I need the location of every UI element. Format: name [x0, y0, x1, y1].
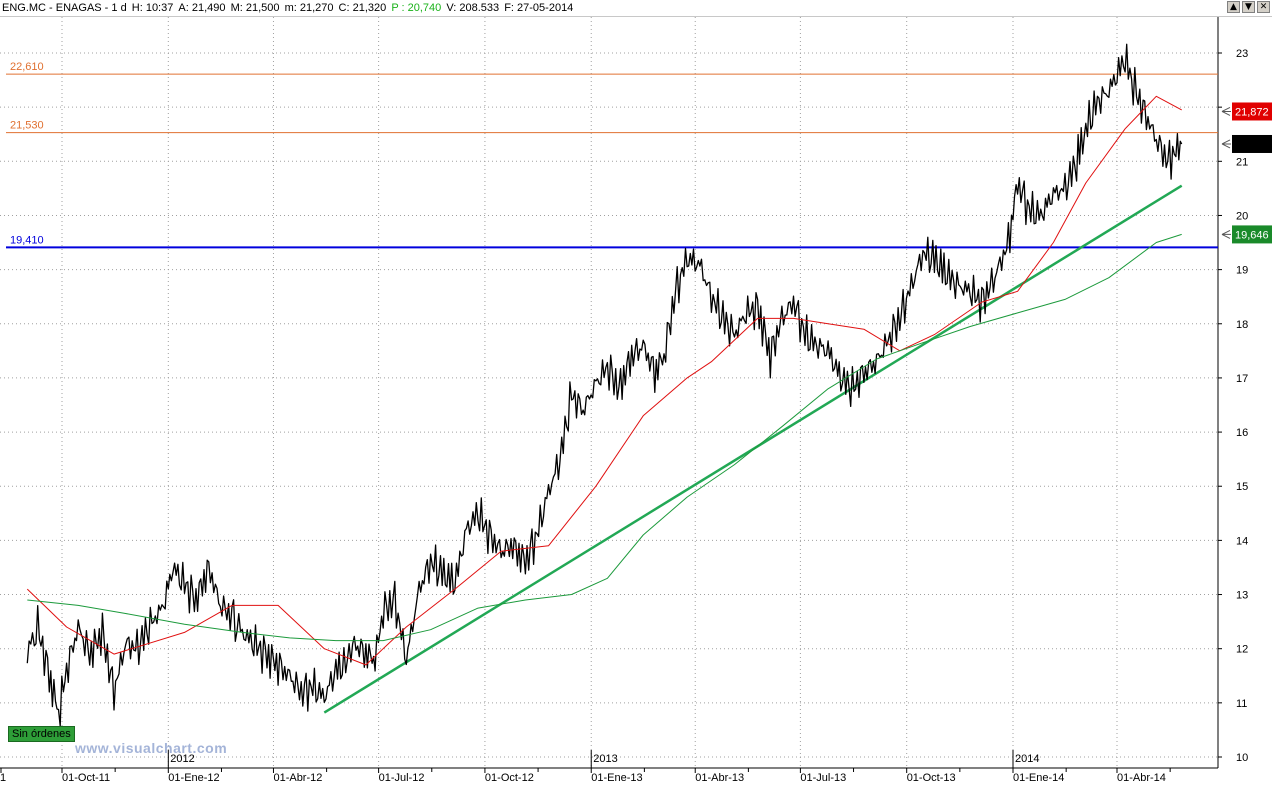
year-label: 2012: [170, 753, 194, 765]
header-max: M: 21,500: [230, 2, 280, 14]
level-label: 19,410: [10, 234, 44, 246]
x-tick-label: 01-Oct-13: [907, 772, 956, 784]
y-tick-label: 17: [1236, 373, 1248, 385]
value-badge: [1232, 134, 1272, 153]
close-button[interactable]: ✕: [1257, 1, 1270, 13]
level-label: 21,530: [10, 120, 44, 132]
x-tick-label: 01-Ene-13: [591, 772, 642, 784]
value-badge-arrow: [1221, 139, 1231, 149]
year-label: 2013: [593, 753, 617, 765]
y-tick-label: 18: [1236, 319, 1248, 331]
year-label: 2014: [1015, 753, 1039, 765]
x-tick-label: 01-Abr-12: [273, 772, 322, 784]
value-badge-arrow: [1221, 229, 1231, 239]
x-tick-label: 01-Abr-13: [695, 772, 744, 784]
scroll-up-button[interactable]: ▲: [1227, 1, 1240, 13]
header-prev: P : 20,740: [391, 2, 442, 14]
y-tick-label: 20: [1236, 210, 1248, 222]
header-date: F: 27-05-2014: [504, 2, 574, 14]
header-hour: H: 10:37: [131, 2, 174, 14]
x-tick-label: 01-Oct-12: [485, 772, 534, 784]
moving-average-short: [26, 95, 1182, 666]
y-tick-label: 23: [1236, 48, 1248, 60]
value-badge: [1232, 102, 1272, 121]
value-badge-label: 19,646: [1235, 229, 1269, 241]
value-badge-label: 21,872: [1235, 106, 1269, 118]
header-min: m: 21,270: [284, 2, 334, 14]
header-symbol: ENG.MC - ENAGAS - 1 d: [2, 2, 127, 14]
window-controls: ▲ ▼ ✕: [1227, 1, 1270, 13]
orders-status-badge[interactable]: Sin órdenes: [8, 726, 75, 742]
watermark-text: www.visualchart.com: [75, 740, 228, 756]
y-tick-label: 16: [1236, 427, 1248, 439]
y-tick-label: 19: [1236, 265, 1248, 277]
x-tick-label: 01-Abr-14: [1117, 772, 1166, 784]
y-tick-label: 11: [1236, 698, 1247, 710]
price-series: [26, 43, 1183, 727]
header-close: C: 21,320: [338, 2, 387, 14]
value-badge-arrow: [1221, 107, 1231, 116]
value-badge: [1232, 225, 1272, 244]
trendline: [323, 184, 1183, 714]
x-tick-label: 01-Jul-13: [800, 772, 846, 784]
header-open: A: 21,490: [178, 2, 226, 14]
chart-header-bar: ENG.MC - ENAGAS - 1 d H: 10:37 A: 21,490…: [0, 0, 1272, 17]
x-tick-label: 01-Ene-14: [1013, 772, 1064, 784]
x-tick-label: 01-Ene-12: [168, 772, 219, 784]
x-tick-label: 01-Jul-12: [379, 772, 425, 784]
moving-average-long: [27, 233, 1182, 642]
y-tick-label: 15: [1236, 481, 1248, 493]
header-volume: V: 208.533: [446, 2, 500, 14]
x-tick-label: 1: [0, 772, 6, 784]
y-tick-label: 21: [1236, 156, 1248, 168]
y-tick-label: 14: [1236, 535, 1248, 547]
y-tick-label: 10: [1236, 752, 1248, 764]
y-tick-label: 12: [1236, 644, 1248, 656]
level-label: 22,610: [10, 61, 44, 73]
y-tick-label: 13: [1236, 590, 1248, 602]
scroll-down-button[interactable]: ▼: [1242, 1, 1255, 13]
x-tick-label: 01-Oct-11: [62, 772, 110, 784]
